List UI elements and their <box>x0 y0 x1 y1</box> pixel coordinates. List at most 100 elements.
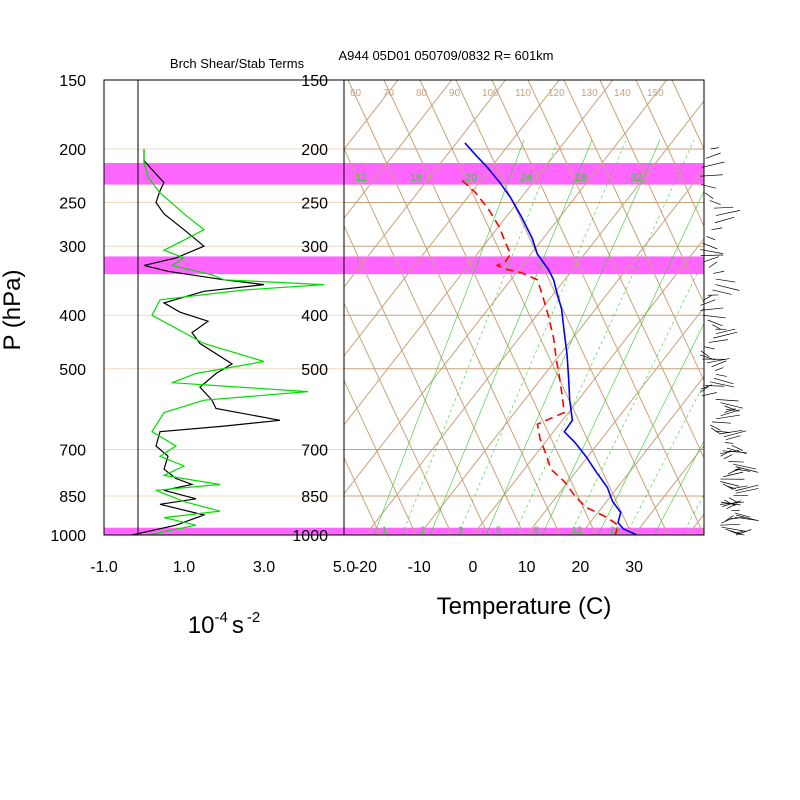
wind-barb <box>735 488 759 494</box>
isotherm-line <box>526 306 704 535</box>
adiabat-line <box>344 302 453 535</box>
isotherm-line <box>344 80 614 426</box>
mixing-ratio-line <box>681 494 704 535</box>
wind-barb <box>731 444 743 451</box>
isotherm-label: 100 <box>482 88 499 99</box>
wind-barb <box>715 284 740 291</box>
wind-barb <box>700 249 723 254</box>
wind-barb <box>699 386 709 393</box>
wind-barb <box>713 331 738 339</box>
mixing-ratio-line <box>513 139 695 535</box>
wind-barb <box>720 402 744 409</box>
wind-barb <box>707 319 723 327</box>
isotherm-label: 150 <box>647 88 664 99</box>
wind-barb <box>705 152 721 159</box>
wind-barb <box>709 381 734 388</box>
mixing-ratio-line <box>401 139 559 535</box>
wind-barb <box>712 324 721 330</box>
wind-barb <box>713 377 734 385</box>
mixing-ratio-label: 12 <box>355 172 367 184</box>
skewt-x-tick-label: 20 <box>572 559 590 576</box>
adiabat-line <box>347 80 561 535</box>
isotherm-line <box>472 237 704 535</box>
left-y-tick-label: 300 <box>59 239 86 256</box>
mixing-ratio-label: 20 <box>610 525 620 535</box>
wind-barb <box>725 528 745 536</box>
isotherm-label: 110 <box>515 88 531 99</box>
wind-barb <box>731 509 740 512</box>
left-y-tick-label: 200 <box>59 142 86 159</box>
mixing-ratio-line <box>429 139 593 535</box>
skewt-y-tick-label: 300 <box>301 239 328 256</box>
skewt-x-tick-label: -10 <box>408 559 431 576</box>
adiabat-line <box>635 80 704 228</box>
mixing-ratio-line <box>541 190 704 535</box>
wind-barb <box>715 414 740 420</box>
wind-barb <box>713 206 734 209</box>
mixing-ratio-label: 2 <box>420 525 425 535</box>
wind-barb <box>710 147 719 150</box>
isotherm-line <box>344 80 506 288</box>
highlight-band-1 <box>104 256 704 275</box>
left-panel-gridlines <box>104 80 344 535</box>
mixing-ratio-label: 16 <box>410 172 422 184</box>
mixing-ratio-label: 28 <box>575 172 587 184</box>
wind-barb <box>701 184 717 189</box>
wind-barb <box>734 512 751 518</box>
wind-barb <box>704 385 725 387</box>
skewt-y-tick-label: 500 <box>301 362 328 379</box>
adiabat-line <box>344 379 417 535</box>
wind-barb <box>714 367 724 371</box>
wind-barb <box>720 449 740 454</box>
wind-barb <box>723 430 747 438</box>
left-panel-title: Brch Shear/Stab Terms <box>170 56 305 71</box>
wind-barb <box>723 471 744 477</box>
isotherm-line <box>344 80 668 495</box>
isotherm-line <box>742 80 800 535</box>
left-y-tick-label: 850 <box>59 489 86 506</box>
wind-barb <box>703 256 719 263</box>
left-y-tick-label: 400 <box>59 308 86 325</box>
wind-barb <box>714 430 730 433</box>
wind-barb <box>732 463 757 470</box>
wind-barb <box>720 409 741 416</box>
wind-barb <box>715 210 741 216</box>
isotherm-label: 60 <box>350 88 362 99</box>
profile-dewpoint <box>461 179 619 535</box>
wind-barb <box>715 328 736 335</box>
mixing-ratio-line <box>373 139 525 535</box>
left-y-tick-label: 500 <box>59 362 86 379</box>
left-x-axis-label: 10-4 s -2 <box>188 609 260 639</box>
wind-barb <box>725 435 741 441</box>
adiabat-line <box>599 80 704 305</box>
highlight-band-2 <box>104 527 704 535</box>
mixing-ratio-line <box>653 440 704 535</box>
wind-barb <box>725 442 734 444</box>
wind-barb <box>725 408 735 411</box>
adiabat-line <box>344 224 489 535</box>
adiabat-line <box>563 80 704 382</box>
wind-barb <box>728 497 738 503</box>
wind-barb <box>709 424 721 431</box>
left-y-tick-label: 700 <box>59 442 86 459</box>
wind-barb <box>711 360 727 368</box>
wind-barb <box>715 398 739 402</box>
wind-barb <box>722 500 742 507</box>
skewt-x-tick-label: 10 <box>518 559 536 576</box>
left-x-tick-label: 5.0 <box>333 559 355 576</box>
skewt-y-tick-label: 1000 <box>292 528 328 545</box>
isotherm-line <box>418 169 704 535</box>
adiabat-line <box>788 20 800 535</box>
isotherm-line <box>795 80 800 535</box>
adiabat-line <box>680 20 800 535</box>
mixing-ratio-label: 12 <box>572 525 582 535</box>
left-panel-series <box>131 149 325 535</box>
mixing-ratio-label: 3 <box>458 525 463 535</box>
wind-barb <box>712 289 732 295</box>
wind-barb <box>704 192 714 200</box>
wind-barb <box>724 408 736 413</box>
mixing-ratio-label: 20 <box>465 172 477 184</box>
wind-barb <box>711 421 731 424</box>
wind-barb <box>708 261 718 268</box>
wind-barb <box>713 270 725 274</box>
